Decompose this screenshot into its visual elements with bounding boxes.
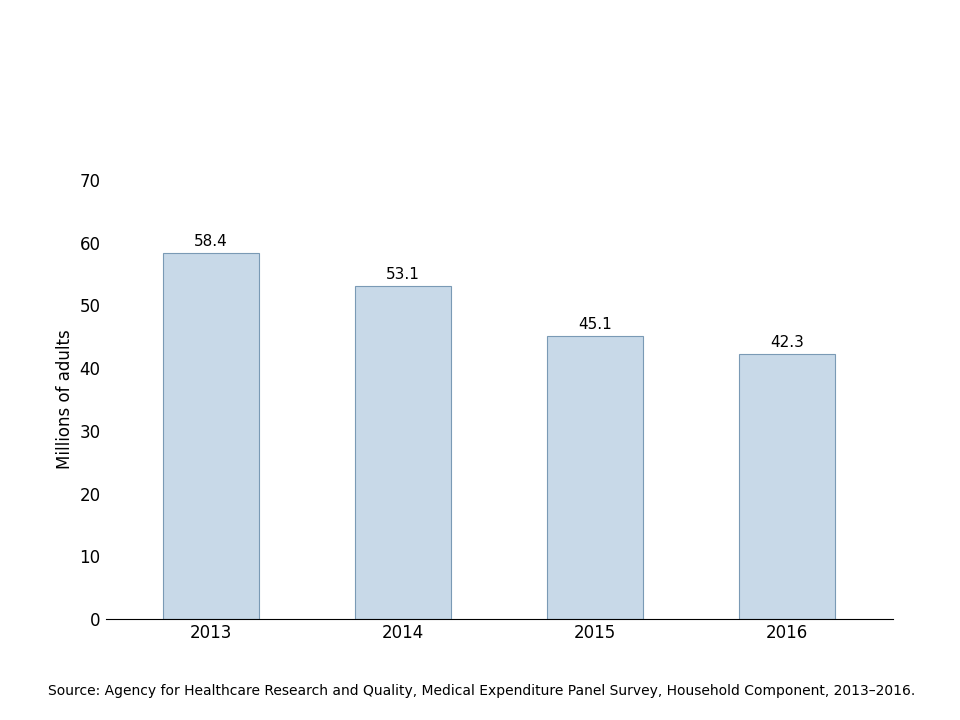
Text: 58.4: 58.4 [194,234,228,249]
Bar [163,253,259,619]
Bar [739,354,835,619]
Text: 42.3: 42.3 [770,335,804,350]
Text: 53.1: 53.1 [386,267,420,282]
Ellipse shape [845,4,960,150]
Text: Source: Agency for Healthcare Research and Quality, Medical Expenditure Panel Su: Source: Agency for Healthcare Research a… [48,685,915,698]
Y-axis label: Millions of adults: Millions of adults [56,330,74,469]
Bar [547,336,643,619]
Text: during the calendar year, 2013–2016 (in millions): during the calendar year, 2013–2016 (in … [105,90,721,110]
Text: 45.1: 45.1 [578,318,612,333]
Text: Figure 2. Non-elderly adults, ages 18–64, who were ever uninsured: Figure 2. Non-elderly adults, ages 18–64… [0,37,834,57]
Bar [355,286,451,619]
